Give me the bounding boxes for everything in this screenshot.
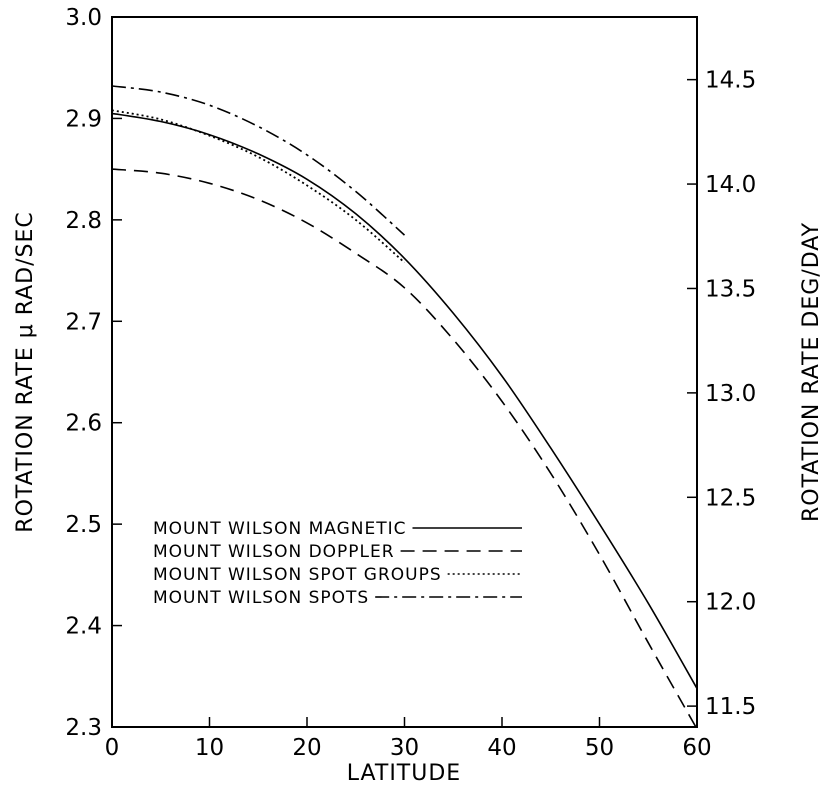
legend-label: MOUNT WILSON SPOT GROUPS: [153, 565, 442, 585]
x-tick-label: 0: [105, 735, 120, 761]
y-tick-label-right: 11.5: [705, 694, 756, 720]
plot-frame: [111, 16, 698, 728]
y-tick-label-right: 13.0: [705, 381, 756, 407]
y-tick-label-left: 2.8: [65, 208, 102, 234]
legend-label: MOUNT WILSON MAGNETIC: [153, 519, 406, 539]
legend-label: MOUNT WILSON DOPPLER: [153, 542, 395, 562]
y-axis-title-right: ROTATION RATE DEG/DAY: [799, 222, 824, 522]
series-line-dashdot: [111, 85, 406, 236]
y-tick-label-left: 2.5: [65, 512, 102, 538]
x-tick-label: 30: [390, 735, 419, 761]
y-tick-label-right: 12.5: [705, 485, 756, 511]
y-tick-label-left: 2.6: [65, 411, 102, 437]
x-tick-label: 10: [195, 735, 224, 761]
y-tick-label-right: 14.5: [705, 68, 756, 94]
legend-label: MOUNT WILSON SPOTS: [153, 588, 369, 608]
axis-ticks: [111, 16, 698, 728]
legend: MOUNT WILSON MAGNETIC MOUNT WILSON DOPPLE…: [153, 519, 522, 608]
y-tick-label-right: 14.0: [705, 172, 756, 198]
tick-labels: 0 10 20 30 40 50 60 2.3 2.4 2.5 2.6 2.7 2.8 2.9 3.0 11.…: [65, 5, 756, 761]
series-line-dotted: [111, 109, 406, 264]
series-line-solid: [111, 112, 698, 689]
series-lines: [111, 85, 698, 730]
x-tick-label: 20: [292, 735, 321, 761]
y-tick-label-left: 2.7: [65, 309, 102, 335]
x-tick-label: 50: [585, 735, 614, 761]
x-tick-label: 60: [682, 735, 711, 761]
y-tick-label-left: 3.0: [65, 5, 102, 31]
y-tick-label-left: 2.3: [65, 715, 102, 741]
x-axis-title: LATITUDE: [347, 761, 461, 786]
y-tick-label-right: 13.5: [705, 276, 756, 302]
y-tick-label-left: 2.4: [65, 614, 102, 640]
y-tick-label-right: 12.0: [705, 590, 756, 616]
y-tick-label-left: 2.9: [65, 106, 102, 132]
series-line-dashed: [111, 168, 698, 730]
x-tick-label: 40: [487, 735, 516, 761]
y-axis-title-left: ROTATION RATE μ RAD/SEC: [13, 211, 38, 532]
